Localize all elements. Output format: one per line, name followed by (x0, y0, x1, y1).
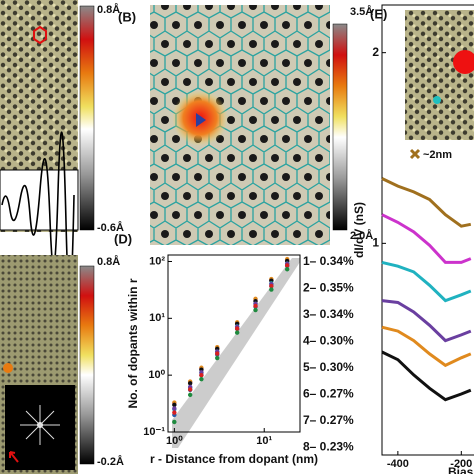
legend-label: 5– 0.30% (303, 360, 354, 374)
legend-marker (409, 148, 421, 160)
panel-label: (B) (118, 9, 136, 24)
curve (381, 213, 472, 264)
curve (381, 177, 472, 228)
legend-label: 3– 0.34% (303, 307, 354, 321)
colorbar (332, 23, 348, 231)
colorbar-min: 2.0Å (350, 229, 373, 242)
data-point (172, 402, 177, 408)
dopant-marker (3, 363, 13, 373)
x-tick-label: 10⁰ (166, 435, 183, 447)
y-axis-label: dI/dV (nS) (352, 202, 366, 258)
plot-frame (381, 4, 474, 456)
curve (381, 260, 472, 303)
dopant-blob (453, 50, 474, 74)
colorbar-min: -0.2Å (97, 455, 124, 468)
panel-label: (D) (114, 231, 132, 246)
data-point (284, 263, 290, 268)
colorbar-max: 0.8Å (97, 255, 120, 268)
hexagon-marker (33, 25, 47, 45)
colorbar-max: 3.5Å (350, 5, 373, 18)
fft-spots (20, 405, 60, 445)
data-point (253, 303, 258, 309)
legend-label: 8– 0.23% (303, 440, 354, 454)
height-profile (1, 131, 75, 298)
x-axis-label: r - Distance from dopant (nm) (150, 452, 318, 466)
colorbar (79, 5, 95, 231)
y-axis-label: No. of dopants within r (126, 278, 140, 408)
legend-label: 6– 0.27% (303, 387, 354, 401)
curve (381, 325, 472, 368)
legend-label: 1– 0.34% (303, 254, 354, 268)
y-tick-label: 2 (372, 45, 379, 59)
x-axis-label: Bias (448, 465, 474, 474)
dopant-marker (196, 113, 206, 127)
fit-band (172, 258, 300, 448)
tip-position (433, 96, 441, 104)
y-tick-label: 10⁻¹ (143, 426, 165, 438)
y-tick-label: 1 (372, 236, 379, 250)
legend-label: 4– 0.30% (303, 334, 354, 348)
arrow (9, 451, 19, 463)
data-point (269, 287, 274, 292)
data-point (253, 307, 258, 313)
colorbar-max: 0.8Å (97, 3, 120, 16)
data-point (284, 267, 290, 272)
data-point (187, 392, 193, 398)
colorbar-min: -0.6Å (97, 221, 124, 234)
plot-frame (167, 254, 301, 433)
legend-label: ~2nm (423, 149, 452, 161)
y-tick-label: 10¹ (149, 312, 165, 324)
legend-label: 2– 0.35% (303, 281, 354, 295)
data-point (172, 419, 177, 425)
x-tick-label: -400 (387, 458, 409, 470)
data-point (215, 351, 220, 356)
colorbar (79, 265, 95, 465)
stm-inset (405, 10, 474, 140)
data-point (172, 410, 177, 415)
data-point (199, 372, 204, 378)
curve (381, 350, 472, 402)
data-point (269, 283, 274, 289)
x-tick-label: -200 (450, 458, 472, 470)
data-point (234, 326, 240, 331)
y-tick-label: 10⁰ (148, 369, 165, 381)
data-point (234, 330, 240, 335)
x-tick-label: 10¹ (256, 435, 272, 447)
data-point (172, 406, 177, 411)
panel-label: (E) (370, 6, 387, 21)
curve (381, 299, 472, 343)
y-tick-label: 10² (149, 255, 165, 267)
data-point (199, 376, 204, 382)
data-point (215, 355, 220, 361)
legend-label: 7– 0.27% (303, 413, 354, 427)
data-point (187, 381, 193, 386)
data-point (187, 387, 193, 392)
